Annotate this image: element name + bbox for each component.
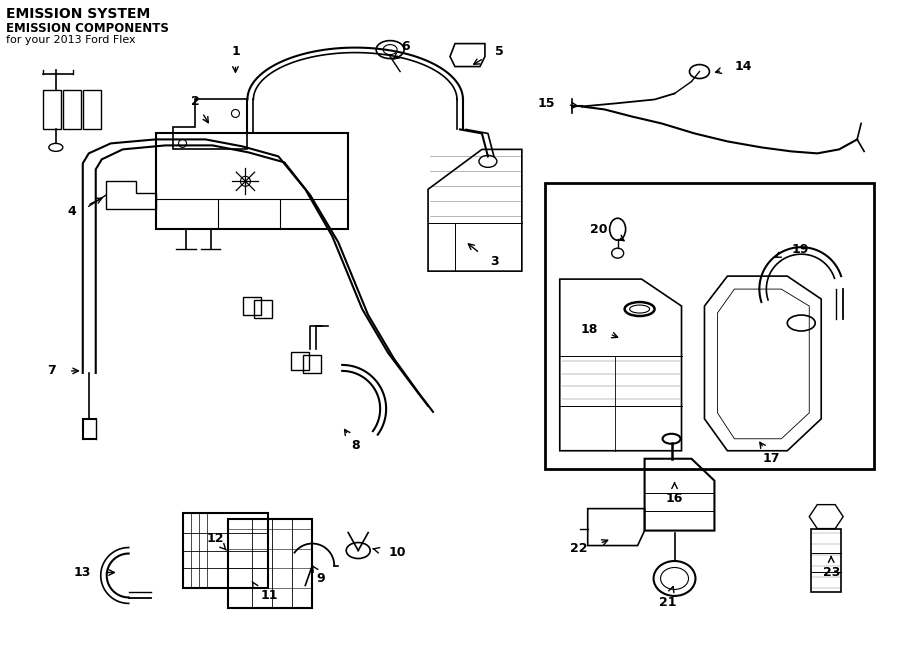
Text: 2: 2 <box>191 95 200 108</box>
Text: EMISSION SYSTEM: EMISSION SYSTEM <box>6 7 150 20</box>
Text: 22: 22 <box>571 542 588 555</box>
Text: 23: 23 <box>823 566 840 579</box>
Text: 10: 10 <box>388 546 406 559</box>
Text: 17: 17 <box>762 452 780 465</box>
Text: 8: 8 <box>351 440 359 452</box>
Text: 3: 3 <box>490 254 499 268</box>
Text: 14: 14 <box>734 60 752 73</box>
Text: 6: 6 <box>401 40 410 53</box>
Text: 13: 13 <box>74 566 91 579</box>
Text: 5: 5 <box>495 45 504 58</box>
Text: 7: 7 <box>47 364 56 377</box>
Text: 15: 15 <box>537 97 554 110</box>
Text: 19: 19 <box>791 243 809 256</box>
Text: 20: 20 <box>590 223 608 236</box>
Text: 11: 11 <box>260 589 278 602</box>
Text: 9: 9 <box>316 572 325 585</box>
Text: EMISSION COMPONENTS: EMISSION COMPONENTS <box>6 22 169 34</box>
Text: 12: 12 <box>207 532 224 545</box>
Text: 16: 16 <box>666 492 683 505</box>
Text: 21: 21 <box>659 596 676 609</box>
Text: 18: 18 <box>580 323 598 336</box>
Text: 4: 4 <box>67 205 76 217</box>
Text: for your 2013 Ford Flex: for your 2013 Ford Flex <box>6 34 136 45</box>
Text: 1: 1 <box>231 45 239 58</box>
